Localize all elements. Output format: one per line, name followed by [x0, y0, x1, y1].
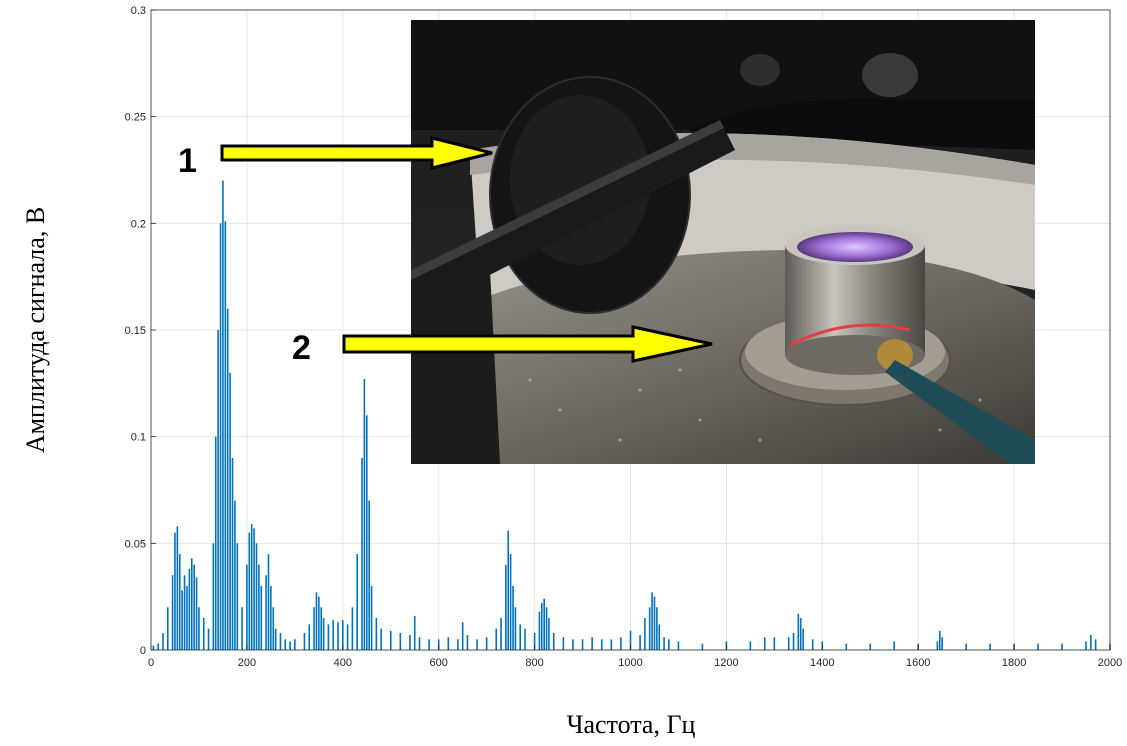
callout-label-1: 1: [178, 142, 197, 180]
x-tick-label: 1600: [906, 657, 930, 669]
callout-label-2: 2: [292, 329, 311, 367]
x-tick-label: 600: [430, 657, 448, 669]
inset-photo: [411, 20, 1035, 464]
y-tick-label: 0.05: [125, 538, 146, 550]
x-tick-label: 1000: [618, 657, 642, 669]
x-tick-label: 0: [148, 657, 154, 669]
callout-arrow-1: [220, 136, 493, 170]
y-axis-title: Амплитуда сигнала, В: [21, 207, 50, 453]
y-tick-label: 0: [140, 645, 146, 657]
spectrum-bars: [152, 180, 1111, 650]
callout-arrow-2: [342, 325, 713, 363]
x-tick-label: 400: [334, 657, 352, 669]
y-tick-label: 0.15: [125, 325, 146, 337]
x-tick-label: 800: [525, 657, 543, 669]
x-tick-label: 1400: [810, 657, 834, 669]
x-axis-ticks: 0 200 400 600 800 1000 1200 1400 1600 1800 2000: [148, 645, 1122, 669]
x-tick-label: 1800: [1002, 657, 1026, 669]
x-tick-label: 1200: [714, 657, 738, 669]
x-tick-label: 2000: [1098, 657, 1122, 669]
y-tick-label: 0.2: [131, 218, 146, 230]
y-tick-label: 0.3: [131, 5, 146, 17]
y-tick-label: 0.25: [125, 112, 146, 124]
x-axis-title: Частота, Гц: [567, 710, 696, 739]
x-tick-label: 200: [238, 657, 256, 669]
y-axis-ticks: 0 0.05 0.1 0.15 0.2 0.25 0.3: [125, 5, 156, 657]
y-tick-label: 0.1: [131, 432, 146, 444]
